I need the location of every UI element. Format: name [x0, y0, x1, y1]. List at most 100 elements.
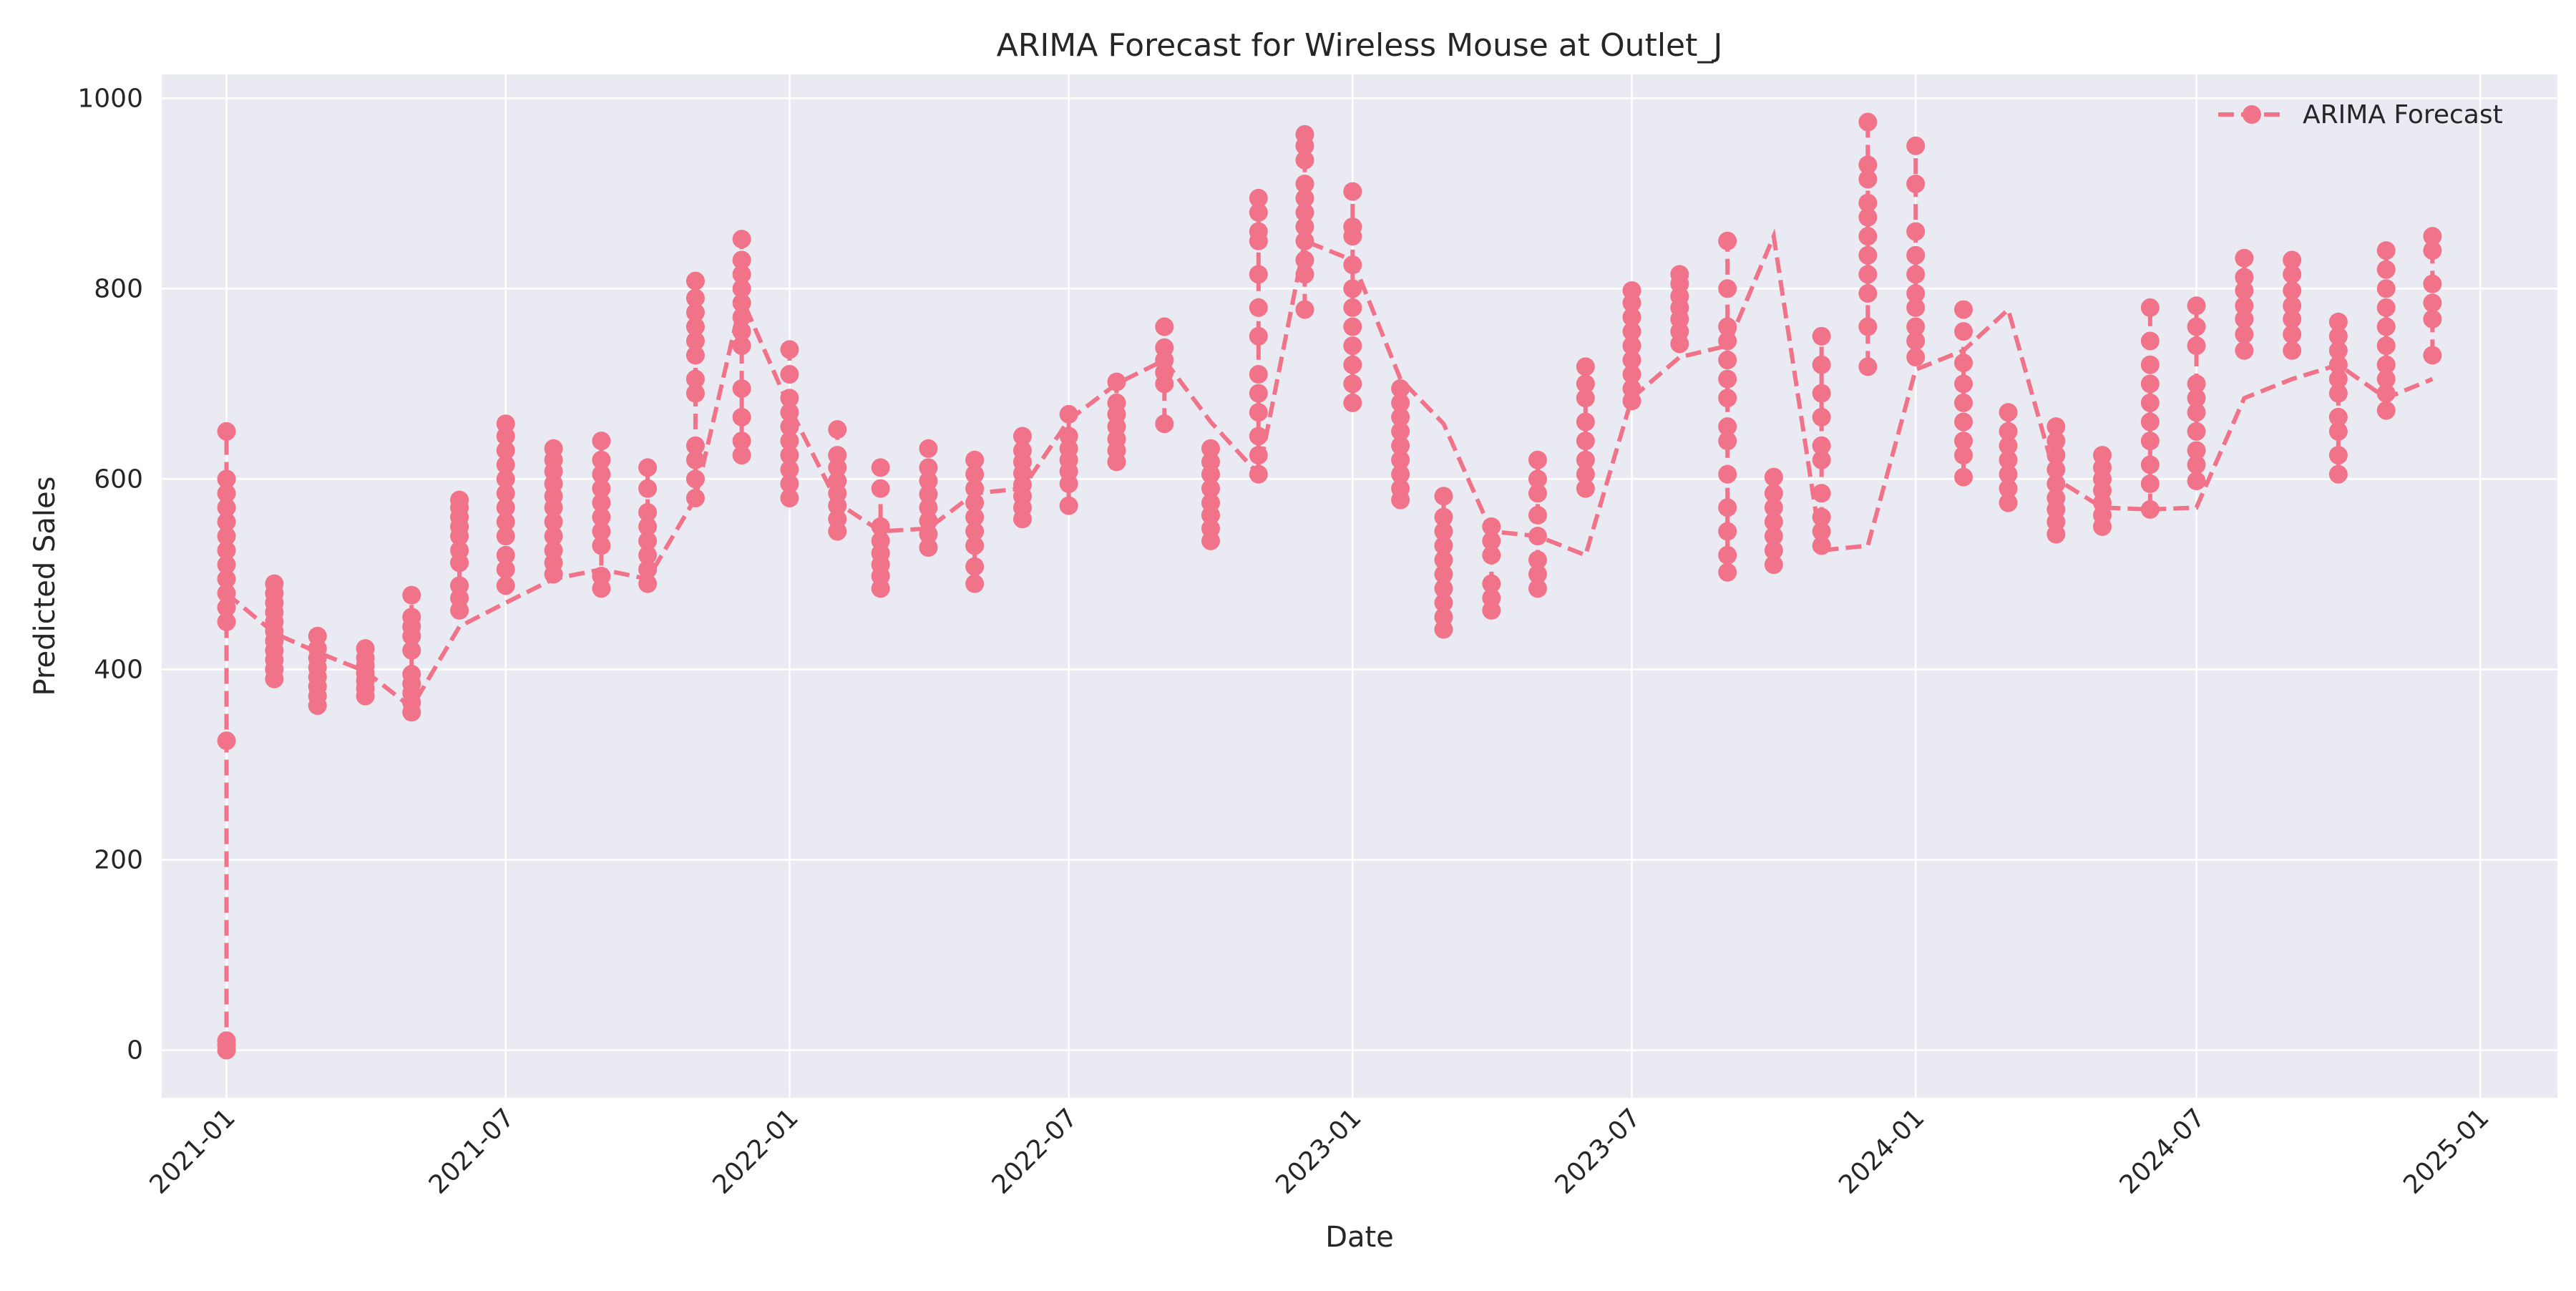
data-point-2022-11-01-11 — [1249, 203, 1268, 222]
data-point-2023-07-01-1 — [1622, 379, 1641, 398]
data-point-2023-03-01-5 — [1434, 550, 1453, 570]
data-point-2023-10-01-1 — [1764, 541, 1783, 560]
data-point-2021-07-01-9 — [496, 441, 515, 460]
data-point-2021-11-01-2 — [686, 450, 705, 469]
data-point-2023-04-01-1 — [1482, 588, 1501, 608]
data-point-2024-11-01-8 — [2376, 260, 2396, 279]
data-point-2024-04-01-7 — [2046, 432, 2066, 451]
data-point-2023-04-01-2 — [1482, 574, 1501, 593]
data-point-2021-12-01-5 — [732, 322, 751, 341]
data-point-2021-12-01-0 — [732, 446, 751, 465]
data-point-2024-02-01-8 — [1954, 300, 1974, 319]
data-point-2024-03-01-5 — [1999, 422, 2018, 441]
data-point-2021-07-01-6 — [496, 484, 515, 503]
data-point-2022-08-01-5 — [1107, 393, 1126, 412]
data-point-2023-01-01-1 — [1343, 374, 1362, 394]
data-point-2024-01-01-4 — [1906, 283, 1926, 303]
series-arima-forecast — [217, 112, 2442, 1060]
data-point-2021-07-01-4 — [496, 512, 515, 532]
data-point-2022-11-01-4 — [1249, 384, 1268, 403]
data-point-2023-06-01-1 — [1576, 464, 1595, 484]
data-point-2024-12-01-5 — [2423, 227, 2442, 246]
y-tick-label-800: 800 — [94, 274, 143, 303]
data-point-2023-10-01-6 — [1764, 467, 1783, 487]
data-point-2023-01-01-9 — [1343, 217, 1362, 236]
data-point-2022-01-01-1 — [780, 474, 799, 493]
data-point-2024-10-01-6 — [2328, 355, 2348, 374]
data-point-2022-04-01-2 — [919, 511, 938, 530]
data-point-2021-08-01-10 — [544, 439, 563, 458]
data-point-2021-06-01-4 — [450, 541, 469, 560]
data-point-2023-05-01-7 — [1528, 450, 1547, 469]
data-point-2024-10-01-0 — [2328, 464, 2348, 484]
data-point-2024-07-01-2 — [2187, 441, 2206, 460]
data-point-2023-11-01-8 — [1812, 355, 1831, 374]
data-point-2021-01-01-9 — [217, 541, 236, 560]
data-point-2021-10-01-7 — [638, 458, 658, 477]
data-point-2024-06-01-1 — [2140, 474, 2160, 493]
data-point-2024-01-01-5 — [1906, 265, 1926, 284]
data-point-2024-02-01-7 — [1954, 322, 1974, 341]
data-point-2021-03-01-7 — [308, 626, 327, 646]
data-point-2023-09-01-12 — [1718, 279, 1737, 298]
data-point-2023-03-01-2 — [1434, 593, 1453, 613]
data-point-2021-10-01-4 — [638, 517, 658, 536]
data-point-2024-07-01-5 — [2187, 389, 2206, 408]
data-point-2024-01-01-7 — [1906, 222, 1926, 241]
data-point-2021-01-01-6 — [217, 583, 236, 603]
data-point-2021-12-01-9 — [732, 265, 751, 284]
data-point-2021-12-01-4 — [732, 336, 751, 356]
data-point-2022-10-01-6 — [1201, 452, 1220, 472]
data-point-2021-12-01-10 — [732, 250, 751, 270]
data-point-2023-11-01-5 — [1812, 436, 1831, 455]
data-point-2023-09-01-10 — [1718, 331, 1737, 351]
data-point-2023-05-01-0 — [1528, 579, 1547, 598]
data-point-2024-08-01-3 — [2235, 296, 2254, 316]
data-point-2024-09-01-6 — [2283, 250, 2302, 270]
data-point-2023-01-01-6 — [1343, 279, 1362, 298]
data-point-2022-01-01-5 — [780, 417, 799, 437]
data-point-2023-06-01-3 — [1576, 432, 1595, 451]
data-point-2022-03-01-4 — [871, 531, 890, 550]
data-point-2021-07-01-2 — [496, 545, 515, 565]
data-point-2023-02-01-6 — [1391, 407, 1410, 427]
data-point-2023-09-01-11 — [1718, 317, 1737, 336]
data-point-2024-10-01-9 — [2328, 312, 2348, 331]
y-tick-label-0: 0 — [127, 1036, 143, 1065]
data-point-2023-01-01-7 — [1343, 255, 1362, 275]
data-point-2021-12-01-2 — [732, 407, 751, 427]
data-point-2024-01-01-9 — [1906, 136, 1926, 155]
data-point-2024-10-01-5 — [2328, 369, 2348, 389]
data-point-2024-09-01-2 — [2283, 309, 2302, 328]
data-point-2022-05-01-6 — [965, 479, 985, 498]
data-point-2022-03-01-5 — [871, 517, 890, 536]
data-point-2023-12-01-7 — [1858, 193, 1878, 213]
data-point-2023-07-01-3 — [1622, 351, 1641, 370]
data-point-2024-02-01-5 — [1954, 374, 1974, 394]
data-point-2023-11-01-9 — [1812, 326, 1831, 346]
data-point-2023-01-01-3 — [1343, 336, 1362, 356]
data-point-2024-06-01-7 — [2140, 355, 2160, 374]
data-point-2023-09-01-5 — [1718, 432, 1737, 451]
data-point-2024-06-01-8 — [2140, 331, 2160, 351]
data-point-2024-02-01-6 — [1954, 354, 1974, 373]
data-point-2021-09-01-2 — [592, 536, 611, 555]
data-point-2022-09-01-0 — [1155, 414, 1174, 434]
data-point-2021-07-01-5 — [496, 498, 515, 517]
data-point-2021-09-01-3 — [592, 522, 611, 541]
data-point-2022-10-01-7 — [1201, 439, 1220, 458]
data-point-2021-01-01-4 — [217, 612, 236, 631]
data-point-2023-06-01-4 — [1576, 412, 1595, 432]
forecast-trend-line — [225, 228, 2434, 711]
data-point-2022-01-01-8 — [780, 365, 799, 384]
legend-marker — [2243, 105, 2261, 124]
data-point-2022-01-01-3 — [780, 446, 799, 465]
data-point-2024-07-01-0 — [2187, 472, 2206, 491]
data-point-2021-11-01-1 — [686, 469, 705, 489]
data-point-2023-02-01-4 — [1391, 436, 1410, 455]
data-point-2021-07-01-7 — [496, 469, 515, 489]
data-point-2023-11-01-3 — [1812, 484, 1831, 503]
data-point-2024-09-01-5 — [2283, 265, 2302, 284]
data-point-2021-12-01-6 — [732, 308, 751, 327]
data-point-2024-10-01-1 — [2328, 446, 2348, 465]
